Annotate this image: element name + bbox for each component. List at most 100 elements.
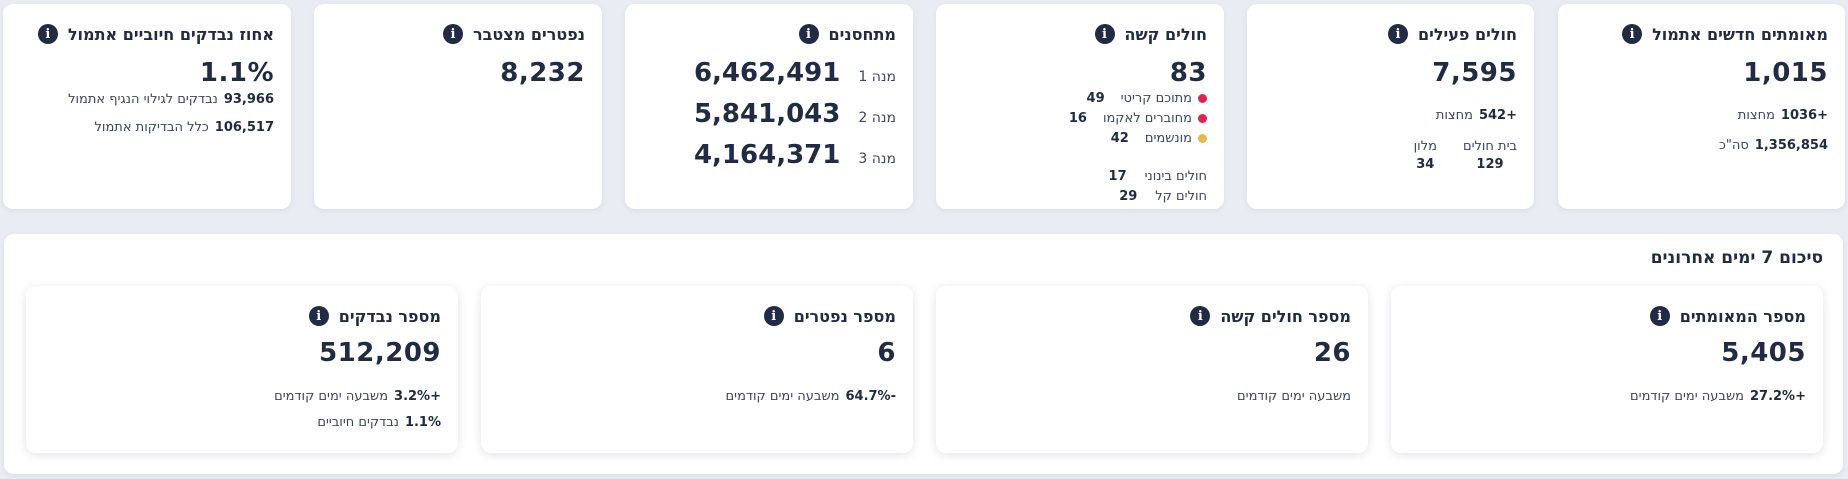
all-tests-label: כלל הבדיקות אתמול (94, 120, 209, 135)
ventilated-label: מונשמים (1144, 131, 1192, 146)
total-num: 1,356,854 (1754, 138, 1828, 153)
info-icon[interactable]: i (1649, 306, 1670, 326)
card-title: מספר נפטרים (793, 306, 896, 326)
card-title: מתחסנים (828, 24, 896, 44)
all-tests-num: 106,517 (214, 120, 274, 135)
card-title-row: נפטרים מצטבר i (443, 24, 585, 44)
all-tests-row: 106,517 כלל הבדיקות אתמול (95, 120, 274, 135)
summary-card-confirmed: מספר המאומתים i 5,405 +27.2% משבעה ימים … (1391, 286, 1823, 453)
change-row: +27.2% משבעה ימים קודמים (1630, 389, 1806, 404)
card-vaccinated: מתחסנים i מנה 1 6,462,491 מנה 2 5,841,04… (625, 4, 913, 209)
moderate-num: 17 (1108, 169, 1127, 184)
card-title-row: מספר נבדקים i (308, 306, 441, 326)
virus-tests-label: נבדקים לגילוי הנגיף אתמול (68, 92, 218, 107)
info-icon[interactable]: i (1094, 24, 1115, 44)
info-icon[interactable]: i (308, 306, 329, 326)
change-row: +3.2% משבעה ימים קודמים (274, 389, 441, 404)
change-num: +3.2% (394, 389, 441, 404)
positive-row: 1.1% נבדקים חיוביים (317, 415, 441, 430)
info-icon[interactable]: i (763, 306, 784, 326)
change-label: משבעה ימים קודמים (274, 389, 389, 404)
change-num: +27.2% (1749, 389, 1806, 404)
dose1-row: מנה 1 6,462,491 (694, 58, 896, 88)
card-cumulative-deaths: נפטרים מצטבר i 8,232 (314, 4, 602, 209)
moderate-label: חולים בינוני (1144, 169, 1207, 184)
hospital-label: בית חולים (1462, 139, 1517, 154)
change-row: -64.7% משבעה ימים קודמים (726, 389, 896, 404)
dose2-value: 5,841,043 (693, 99, 841, 129)
card-title-row: מתחסנים i (798, 24, 896, 44)
hotel-label: מלון (1413, 139, 1437, 154)
info-icon[interactable]: i (1387, 24, 1408, 44)
card-title-row: מספר חולים קשה i (1190, 306, 1351, 326)
hospital-num: 129 (1476, 157, 1504, 172)
location-breakdown: בית חולים 129 מלון 34 (1414, 139, 1517, 172)
since-midnight-row: +1036 מחצות (1738, 108, 1828, 123)
dose2-label: מנה 2 (858, 110, 896, 126)
change-row: משבעה ימים קודמים (1237, 389, 1351, 404)
card-value: 512,209 (319, 338, 441, 368)
critical-dot (1198, 94, 1207, 103)
total-label: סה"כ (1719, 138, 1749, 153)
ecmo-row: מחוברים לאקמו 16 (1069, 111, 1207, 126)
card-title-row: מספר נפטרים i (763, 306, 896, 326)
ventilated-row: מונשמים 42 (1111, 131, 1207, 146)
dose3-value: 4,164,371 (693, 140, 841, 170)
card-confirmed-yesterday: מאומתים חדשים אתמול i 1,015 +1036 מחצות … (1558, 4, 1845, 209)
mild-label: חולים קל (1155, 189, 1207, 204)
ecmo-num: 16 (1068, 111, 1087, 126)
virus-tests-num: 93,966 (223, 92, 274, 107)
card-positive-rate: אחוז נבדקים חיוביים אתמול i 1.1% 93,966 … (3, 4, 291, 209)
summary-card-severe: מספר חולים קשה i 26 משבעה ימים קודמים (936, 286, 1368, 453)
dose1-label: מנה 1 (858, 69, 896, 85)
mild-num: 29 (1119, 189, 1138, 204)
card-title: מאומתים חדשים אתמול (1652, 24, 1828, 44)
change-label: משבעה ימים קודמים (1630, 389, 1744, 404)
ventilated-dot (1198, 134, 1207, 143)
card-value: 8,232 (500, 58, 585, 88)
moderate-row: חולים בינוני 17 (1109, 169, 1207, 184)
card-value: 1,015 (1743, 58, 1828, 88)
summary-card-tests: מספר נבדקים i 512,209 +3.2% משבעה ימים ק… (26, 286, 458, 453)
card-value: 6 (877, 338, 896, 368)
summary-card-deaths: מספר נפטרים i 6 -64.7% משבעה ימים קודמים (481, 286, 913, 453)
critical-num: 49 (1086, 91, 1105, 106)
ventilated-num: 42 (1110, 131, 1129, 146)
card-title: חולים פעילים (1417, 24, 1517, 44)
card-value: 83 (1169, 58, 1207, 88)
virus-tests-row: 93,966 נבדקים לגילוי הנגיף אתמול (68, 92, 274, 107)
since-midnight-row: +542 מחצות (1436, 108, 1517, 123)
since-midnight-num: +542 (1478, 108, 1517, 123)
card-title-row: אחוז נבדקים חיוביים אתמול i (37, 24, 274, 44)
dose2-row: מנה 2 5,841,043 (694, 99, 896, 129)
change-label: משבעה ימים קודמים (1237, 389, 1351, 404)
info-icon[interactable]: i (1190, 306, 1211, 326)
card-value: 5,405 (1721, 338, 1806, 368)
info-icon[interactable]: i (443, 24, 464, 44)
card-title: מספר נבדקים (338, 306, 441, 326)
change-label: משבעה ימים קודמים (725, 389, 840, 404)
card-value: 1.1% (199, 58, 274, 88)
positive-num: 1.1% (404, 415, 441, 430)
since-midnight-label: מחצות (1435, 108, 1473, 123)
card-title-row: מספר המאומתים i (1649, 306, 1806, 326)
info-icon[interactable]: i (37, 24, 58, 44)
hospital-col: בית חולים 129 (1463, 139, 1517, 172)
card-title-row: חולים קשה i (1094, 24, 1208, 44)
info-icon[interactable]: i (798, 24, 819, 44)
ecmo-dot (1198, 114, 1207, 123)
mild-row: חולים קל 29 (1119, 189, 1207, 204)
card-title-row: מאומתים חדשים אתמול i (1622, 24, 1828, 44)
critical-row: מתוכם קריטי 49 (1087, 91, 1207, 106)
card-title: אחוז נבדקים חיוביים אתמול (67, 24, 274, 44)
card-title: חולים קשה (1124, 24, 1208, 44)
card-severe-patients: חולים קשה i 83 מתוכם קריטי 49 מחוברים לא… (936, 4, 1224, 209)
positive-label: נבדקים חיוביים (317, 415, 399, 430)
dose3-row: מנה 3 4,164,371 (694, 140, 896, 170)
info-icon[interactable]: i (1622, 24, 1643, 44)
card-value: 7,595 (1432, 58, 1517, 88)
total-row: 1,356,854 סה"כ (1719, 138, 1828, 153)
ecmo-label: מחוברים לאקמו (1102, 111, 1192, 126)
card-title: נפטרים מצטבר (473, 24, 585, 44)
hotel-col: מלון 34 (1414, 139, 1437, 172)
